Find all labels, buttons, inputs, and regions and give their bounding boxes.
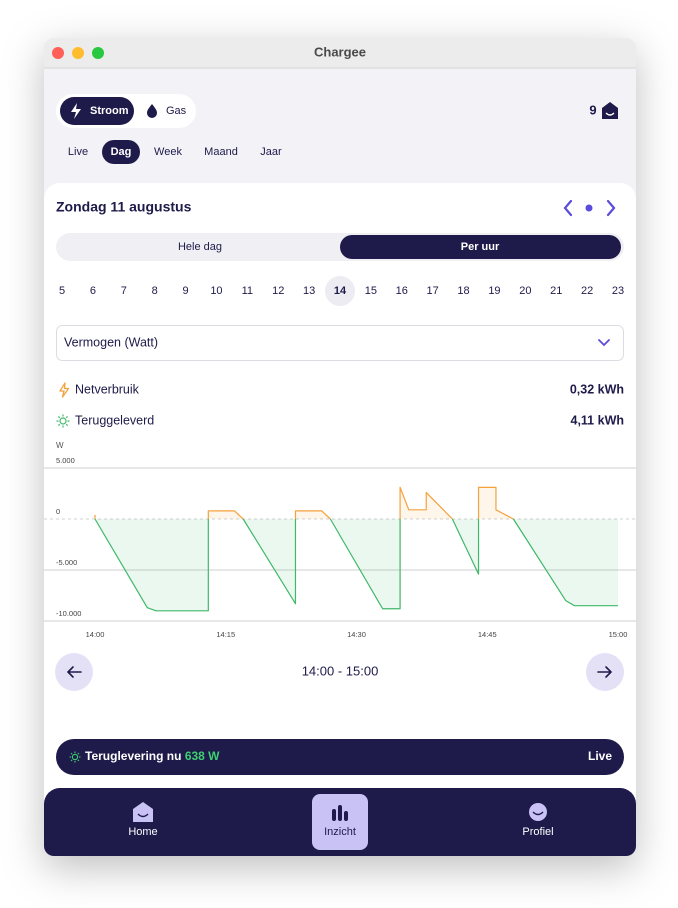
title-bar bbox=[44, 38, 636, 68]
netverbruik-icon bbox=[59, 382, 70, 398]
nav-label[interactable]: Home bbox=[128, 826, 157, 838]
series-line bbox=[94, 518, 618, 612]
zoom-button[interactable] bbox=[92, 47, 104, 59]
y-tick-label: 0 bbox=[56, 507, 60, 516]
period-tab[interactable]: Dag bbox=[111, 146, 132, 158]
summary-value: 4,11 kWh bbox=[571, 413, 625, 427]
x-tick-label: 15:00 bbox=[609, 630, 628, 639]
stroom-button[interactable] bbox=[60, 97, 134, 125]
hour[interactable]: 17 bbox=[427, 285, 439, 297]
hour[interactable]: 5 bbox=[59, 285, 65, 297]
live-value: 638 W bbox=[185, 749, 220, 763]
hour[interactable]: 20 bbox=[519, 285, 531, 297]
notification-count: 9 bbox=[589, 102, 596, 117]
home-icon[interactable] bbox=[133, 802, 153, 822]
period-tab[interactable]: Maand bbox=[204, 146, 238, 158]
hour[interactable]: 13 bbox=[303, 285, 315, 297]
hour[interactable]: 14 bbox=[334, 285, 347, 297]
hour[interactable]: 12 bbox=[272, 285, 284, 297]
hour[interactable]: 21 bbox=[550, 285, 562, 297]
view-tab[interactable]: Per uur bbox=[461, 241, 500, 253]
hour[interactable]: 19 bbox=[488, 285, 500, 297]
gas-label[interactable]: Gas bbox=[166, 105, 187, 117]
x-tick-label: 14:45 bbox=[478, 630, 497, 639]
gas-icon[interactable] bbox=[147, 104, 157, 118]
hour-row: 5 6 7 8 9 10 11 12 13 14 15 16 17 18 19 20 21 22 23 bbox=[59, 276, 624, 306]
period-tab[interactable]: Week bbox=[154, 146, 182, 158]
view-active[interactable] bbox=[340, 235, 621, 259]
date-heading: Zondag 11 augustus bbox=[56, 199, 192, 215]
view-tab[interactable]: Hele dag bbox=[178, 241, 222, 253]
y-tick-label: 5.000 bbox=[56, 456, 75, 465]
inbox-icon[interactable] bbox=[602, 102, 618, 119]
period-tab[interactable]: Jaar bbox=[260, 146, 282, 158]
hour[interactable]: 23 bbox=[612, 285, 624, 297]
live-badge: Live bbox=[588, 749, 612, 763]
bolt-icon bbox=[71, 103, 81, 119]
hour[interactable]: 6 bbox=[90, 285, 96, 297]
dropdown-label: Vermogen (Watt) bbox=[64, 335, 158, 349]
prev-day[interactable] bbox=[563, 199, 573, 217]
x-tick-label: 14:15 bbox=[216, 630, 235, 639]
live-label: Teruglevering nu 638 W bbox=[85, 749, 220, 763]
hour[interactable]: 7 bbox=[121, 285, 127, 297]
hour[interactable]: 11 bbox=[242, 285, 253, 297]
profile-icon[interactable] bbox=[529, 803, 547, 821]
today-dot[interactable] bbox=[585, 204, 593, 212]
summary-value: 0,32 kWh bbox=[570, 382, 624, 396]
teruggeleverd-icon bbox=[56, 414, 70, 428]
stroom-label: Stroom bbox=[90, 105, 129, 117]
series-line bbox=[94, 486, 514, 520]
minimize-button[interactable] bbox=[72, 47, 84, 59]
x-tick-label: 14:30 bbox=[347, 630, 366, 639]
sun-icon bbox=[69, 751, 81, 763]
period-active[interactable] bbox=[102, 140, 140, 164]
range-label: 14:00 - 15:00 bbox=[302, 663, 379, 678]
hour[interactable]: 9 bbox=[182, 285, 188, 297]
nav-label[interactable]: Inzicht bbox=[324, 826, 356, 838]
y-tick-label: -10.000 bbox=[56, 609, 81, 618]
hour[interactable]: 22 bbox=[581, 285, 593, 297]
hour-selected bbox=[325, 276, 355, 306]
hour[interactable]: 8 bbox=[152, 285, 158, 297]
series-area bbox=[95, 519, 618, 611]
series-area bbox=[95, 487, 514, 519]
hour[interactable]: 10 bbox=[210, 285, 222, 297]
y-unit: W bbox=[56, 441, 64, 450]
summary-label: Teruggeleverd bbox=[75, 413, 154, 427]
dropdown[interactable] bbox=[56, 325, 624, 361]
chart: 5.000 0 -5.000 -10.000 14:00 14:15 14:30 14:45 1… bbox=[44, 456, 636, 639]
hour[interactable]: 16 bbox=[396, 285, 408, 297]
live-banner[interactable] bbox=[56, 739, 624, 775]
y-tick-label: -5.000 bbox=[56, 558, 77, 567]
nav-label[interactable]: Profiel bbox=[522, 826, 553, 838]
nav-active[interactable] bbox=[312, 794, 368, 850]
period-tab[interactable]: Live bbox=[68, 146, 88, 158]
close-button[interactable] bbox=[52, 47, 64, 59]
summary-label: Netverbruik bbox=[75, 382, 140, 396]
hour[interactable]: 15 bbox=[365, 285, 377, 297]
hour[interactable]: 18 bbox=[457, 285, 469, 297]
window-title: Chargee bbox=[314, 44, 366, 59]
chevron bbox=[598, 339, 610, 347]
live-text: Teruglevering nu bbox=[85, 749, 181, 763]
next-day[interactable] bbox=[606, 199, 616, 217]
x-tick-label: 14:00 bbox=[86, 630, 105, 639]
